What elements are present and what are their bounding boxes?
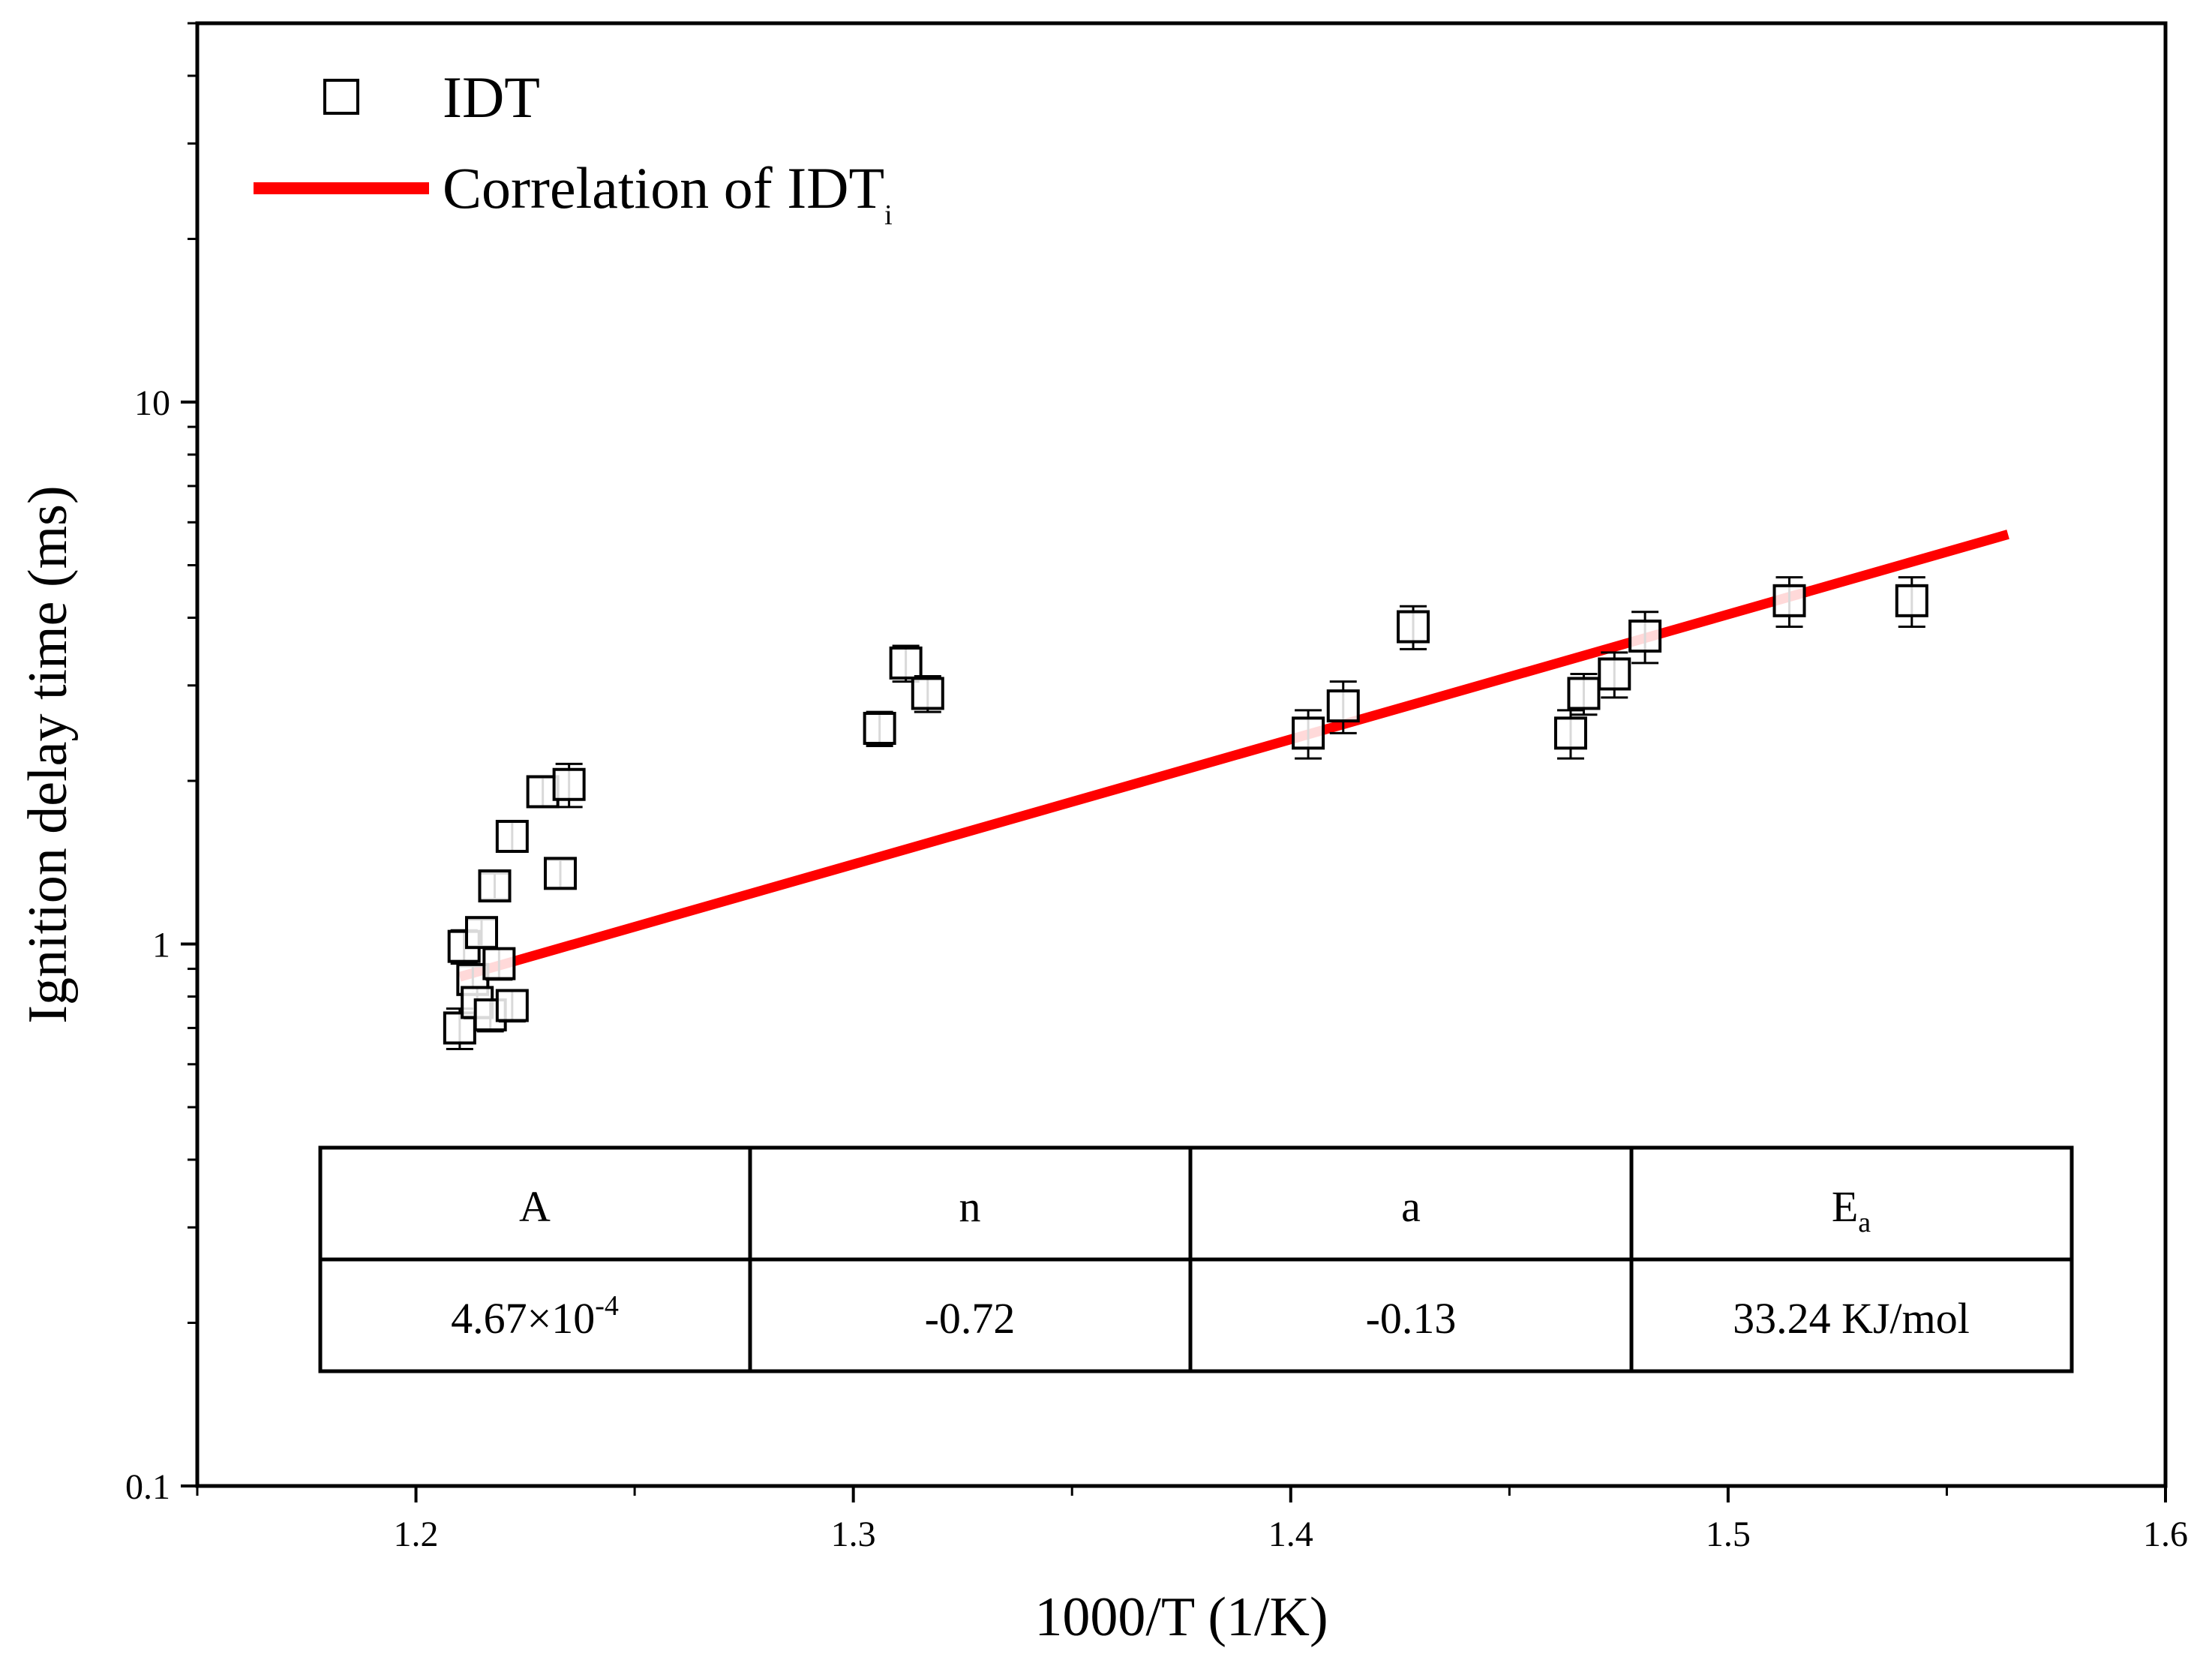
square-marker <box>552 767 586 801</box>
y-axis-label: Ignition delay time (ms) <box>17 485 79 1023</box>
table-header-ea-sub: a <box>1858 1207 1871 1238</box>
square-marker <box>465 916 499 950</box>
square-marker <box>1326 689 1360 723</box>
square-marker <box>1553 716 1587 750</box>
table-value-n: -0.72 <box>925 1294 1016 1343</box>
x-tick-label: 1.2 <box>394 1514 439 1554</box>
square-marker <box>863 711 896 745</box>
legend-label-idt: IDT <box>443 65 540 130</box>
x-tick-label: 1.6 <box>2143 1514 2188 1554</box>
data-point <box>478 869 512 903</box>
data-point <box>1397 605 1430 650</box>
square-marker <box>1598 657 1631 691</box>
data-point <box>1598 651 1631 699</box>
table-header-a-upper-text: A <box>519 1182 551 1231</box>
data-point <box>1895 576 1928 629</box>
correlation-line <box>458 530 2009 982</box>
table-value-a: 4.67×10-4 <box>451 1290 619 1343</box>
table-header-a-lower-text: a <box>1401 1182 1421 1231</box>
legend: IDT Correlation of IDTi <box>254 65 893 231</box>
data-point <box>543 857 577 890</box>
data-point <box>863 710 896 747</box>
data-point <box>465 916 499 950</box>
x-tick-label: 1.5 <box>1706 1514 1751 1554</box>
legend-correlation-sub: i <box>884 200 893 231</box>
square-marker <box>478 869 512 903</box>
data-point <box>495 989 529 1023</box>
table-value-a-main: 4.67×10 <box>451 1294 595 1343</box>
table-header-ea-main: E <box>1832 1182 1858 1231</box>
table-header-a-upper: A <box>519 1182 551 1231</box>
square-marker <box>1397 610 1430 644</box>
square-marker <box>495 989 529 1022</box>
square-marker <box>482 947 516 980</box>
table-header-a-lower: a <box>1401 1182 1421 1231</box>
y-tick-label: 10 <box>134 383 170 423</box>
legend-label-correlation: Correlation of IDTi <box>443 155 893 231</box>
table-value-a-exponent: -0.13 <box>1366 1294 1457 1343</box>
square-marker <box>1895 584 1928 617</box>
data-point <box>911 674 944 713</box>
data-point <box>889 644 923 683</box>
data-point <box>1553 709 1587 760</box>
table-header-ea: Ea <box>1832 1182 1871 1238</box>
square-marker <box>543 857 577 890</box>
data-point <box>1772 576 1806 629</box>
table-header-n: n <box>959 1182 981 1231</box>
x-tick-label: 1.4 <box>1268 1514 1313 1554</box>
data-point <box>1628 611 1662 665</box>
data-point <box>1567 672 1601 716</box>
square-marker <box>889 646 923 680</box>
square-marker <box>1772 584 1806 617</box>
correlation-line-layer <box>458 530 2009 982</box>
data-point <box>1292 709 1325 760</box>
y-tick-label: 1 <box>152 926 170 965</box>
square-marker <box>911 677 944 710</box>
plot-frame <box>195 21 2168 1488</box>
table-value-ea: 33.24 KJ/mol <box>1733 1294 1970 1343</box>
square-marker <box>1628 619 1662 653</box>
table-value-a-sup: -4 <box>595 1290 619 1322</box>
square-marker <box>495 819 529 853</box>
data-points-layer <box>443 576 1928 1051</box>
data-point <box>482 947 516 981</box>
square-marker <box>447 929 481 963</box>
x-tick-label: 1.3 <box>831 1514 876 1554</box>
data-point <box>1326 680 1360 734</box>
y-tick-label: 0.1 <box>125 1467 170 1507</box>
legend-correlation-main: Correlation of IDT <box>443 155 884 221</box>
x-axis-label: 1000/T (1/K) <box>1034 1586 1328 1648</box>
axis-ticks: 1.2 1.3 1.4 1.5 1.6 0.1 1 10 <box>125 22 2188 1554</box>
square-marker <box>1292 716 1325 750</box>
legend-square-marker <box>323 79 359 115</box>
data-point <box>495 819 529 853</box>
table-header-n-text: n <box>959 1182 981 1231</box>
square-marker <box>1567 677 1601 710</box>
data-point <box>552 762 586 809</box>
parameter-table: A n a Ea 4.67×10-4 -0.72 -0.13 33.24 KJ/… <box>318 1145 2074 1373</box>
